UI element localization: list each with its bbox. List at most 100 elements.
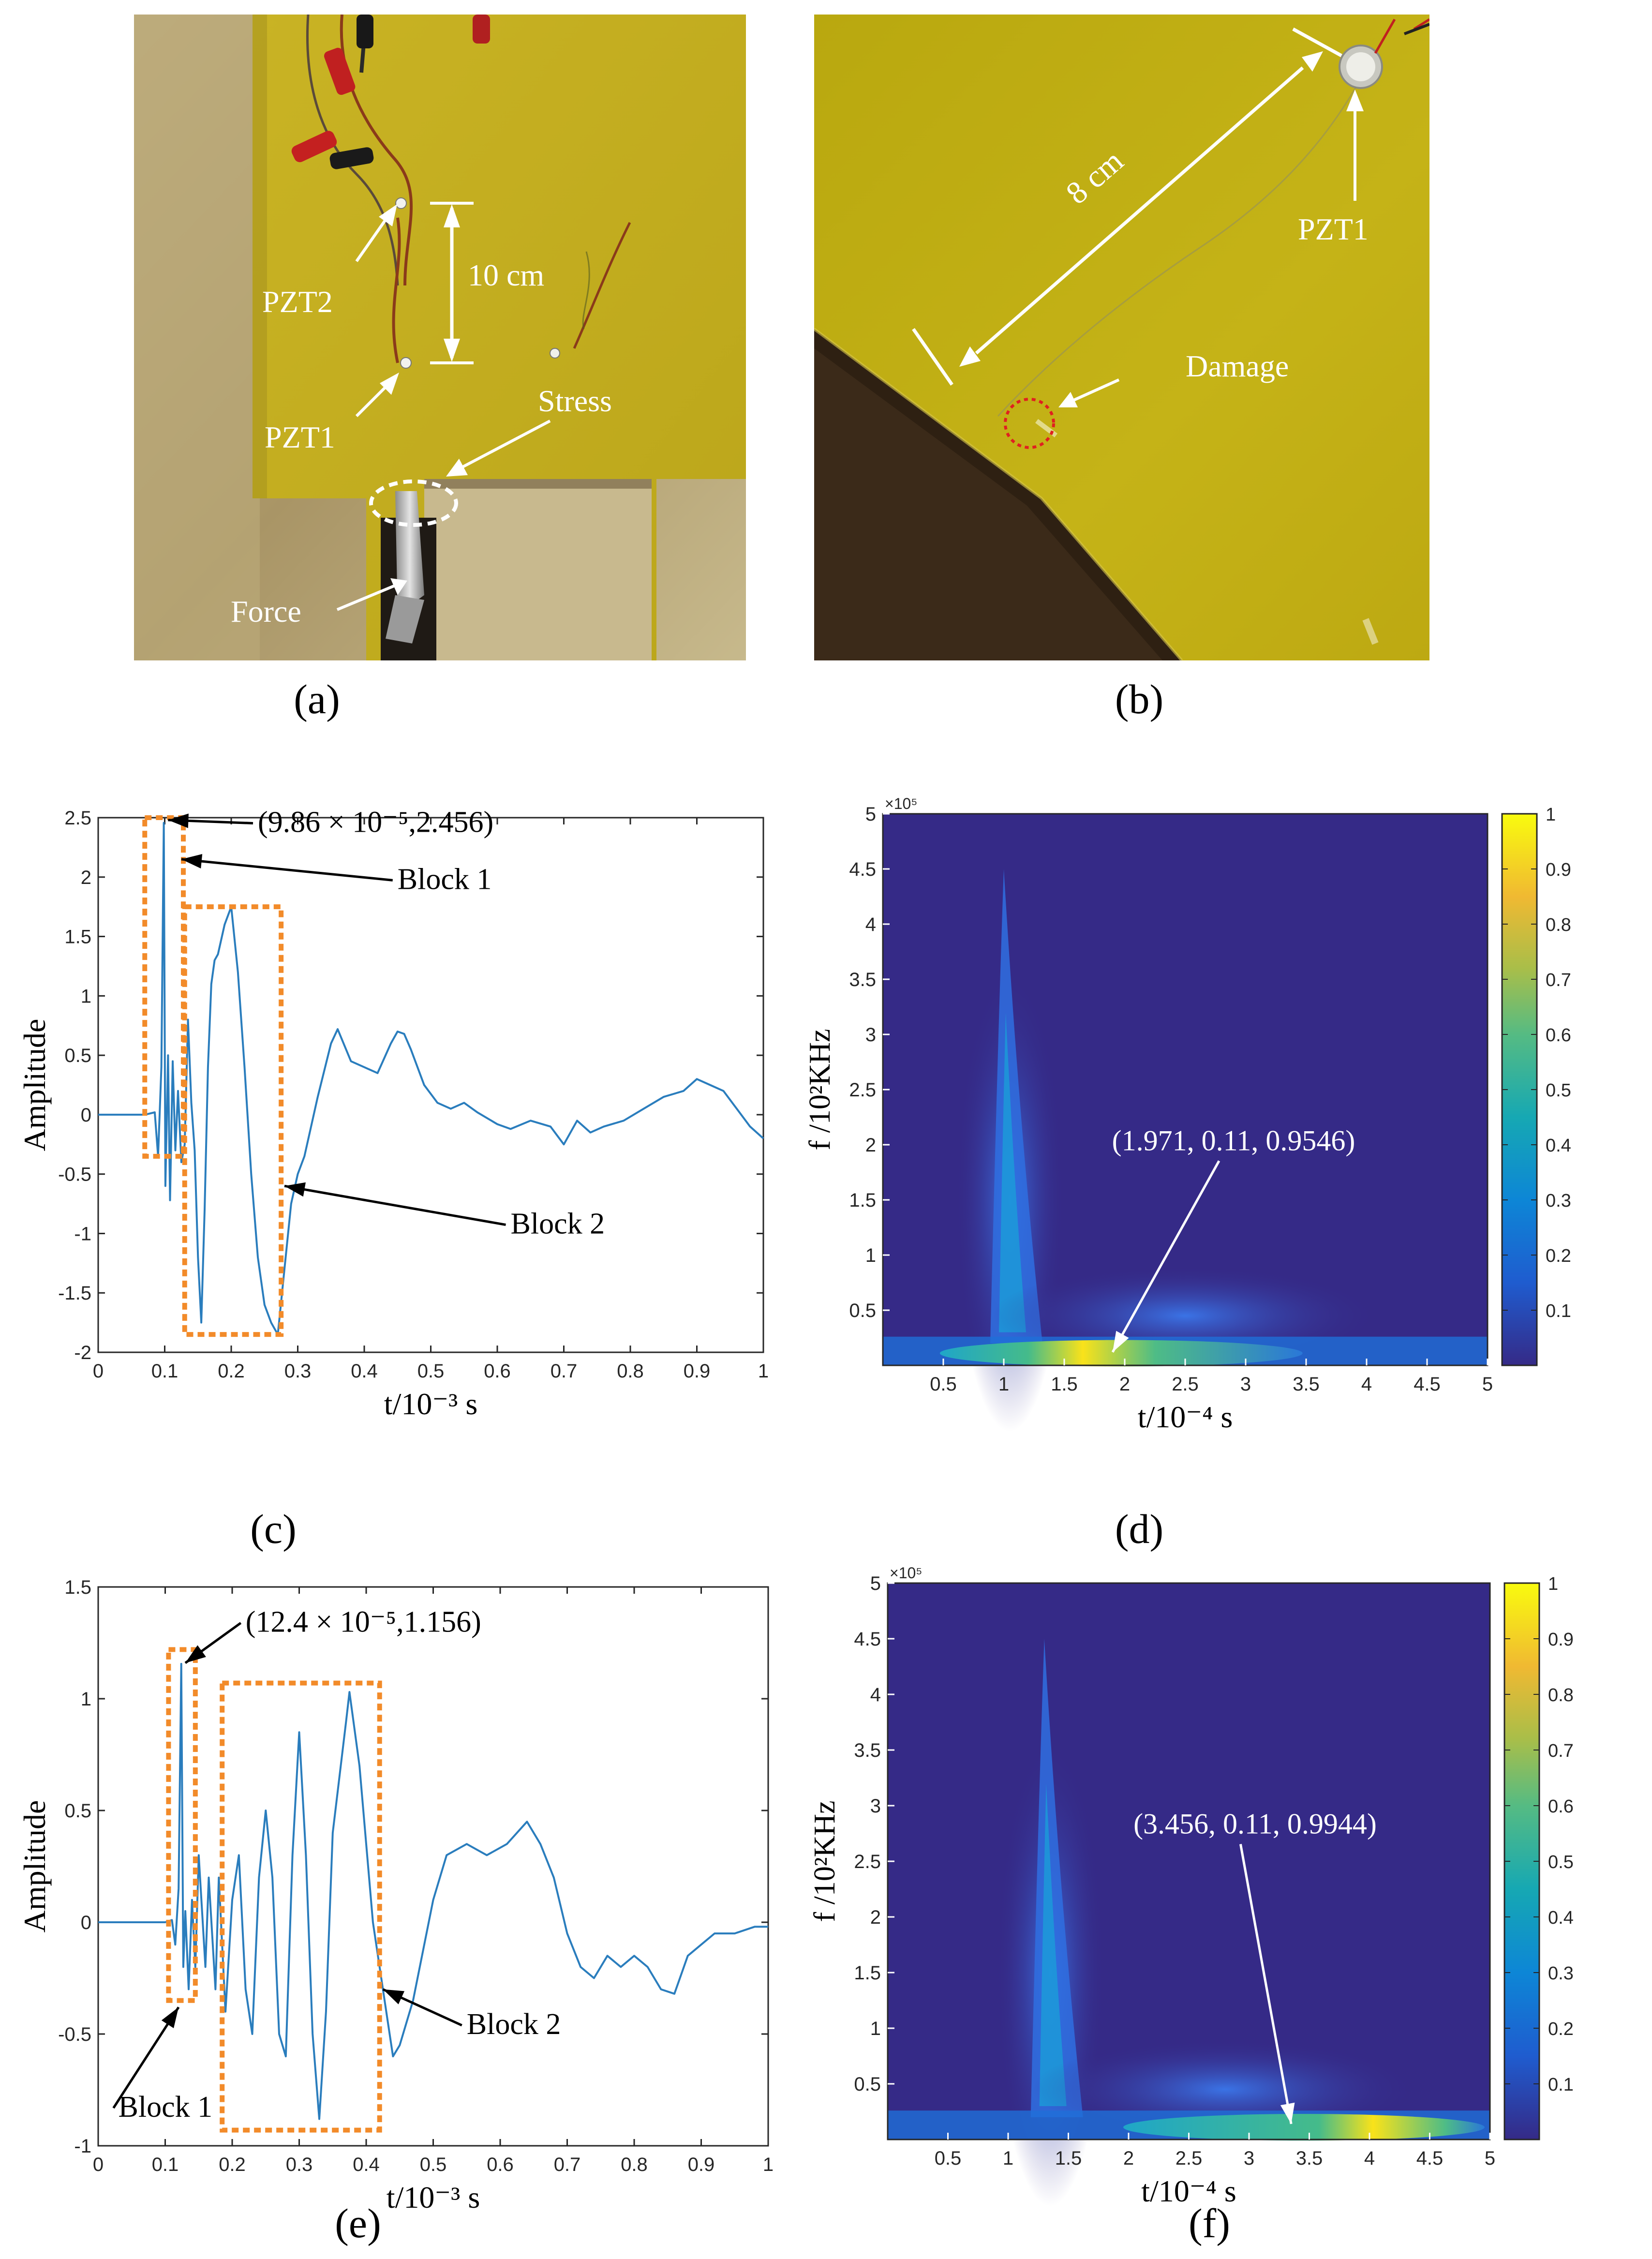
colorbar-tick-label: 0.5 <box>1546 1080 1571 1101</box>
y-tick-label: 1.5 <box>854 1962 881 1984</box>
annotation-2: Block 2 <box>511 1207 605 1240</box>
annotation-0: (9.86 × 10⁻⁵,2.456) <box>258 806 493 838</box>
pzt1-sensor <box>400 357 412 369</box>
x-tick-label: 0.5 <box>935 2148 962 2169</box>
colorbar-tick-label: 0.5 <box>1548 1852 1574 1872</box>
annotation-arrow-2-head <box>284 1182 306 1197</box>
chart-d: 0.5 1 1.5 2 2.5 3 3.5 4 4.5 5 0.5 1 1.5 2 2.5 3 3.5 4 4.5 5… <box>804 795 1571 1434</box>
x-tick-label: 0.3 <box>286 2154 313 2175</box>
force-label: Force <box>231 594 301 628</box>
y-tick-label: 2.5 <box>854 1851 881 1872</box>
peak-band <box>939 1340 1303 1367</box>
chart-e: 0 0.1 0.2 0.3 0.4 0.5 0.6 0.7 0.8 0.9 1 -1 -0.5 0 0.5 1… <box>17 1577 774 2214</box>
y-tick-label: -0.5 <box>58 2024 91 2045</box>
x-tick-label: 4 <box>1364 2148 1375 2169</box>
annotation-arrow-0 <box>1239 1844 1295 2124</box>
colorbar-tick-label: 0.4 <box>1548 1908 1574 1928</box>
y-tick-label: 3.5 <box>854 1740 881 1761</box>
y-axis-label: Amplitude <box>17 1019 52 1152</box>
y-axis-label: f /10²KHz <box>808 1800 841 1922</box>
y-tick-label: 1 <box>870 2018 881 2039</box>
x-tick-label: 0 <box>93 1361 104 1382</box>
y-tick-label: 1.5 <box>64 1577 91 1598</box>
y-exponent-label: ×10⁵ <box>890 1564 923 1582</box>
y-tick-label: 1.5 <box>64 927 91 948</box>
x-tick-label: 4 <box>1361 1374 1372 1395</box>
x-tick-label: 1.5 <box>1055 2148 1082 2169</box>
sublabel-d: (d) <box>1115 1506 1164 1552</box>
pzt1-label-a: PZT1 <box>265 420 335 454</box>
colorbar-tick-label: 0.2 <box>1546 1246 1571 1266</box>
y-tick-label: 2 <box>865 1135 876 1156</box>
block-box-1 <box>166 1647 198 2003</box>
y-tick-label: 3 <box>870 1795 881 1817</box>
x-tick-label: 0 <box>93 2154 104 2175</box>
y-axis-label: Amplitude <box>17 1800 52 1933</box>
x-tick-label: 0.2 <box>219 2154 246 2175</box>
colorbar-tick-label: 0.1 <box>1546 1301 1571 1321</box>
y-tick-label: 0 <box>81 1105 91 1126</box>
x-tick-label: 0.1 <box>152 2154 179 2175</box>
y-tick-label: 5 <box>870 1573 881 1594</box>
photo-b-drawing: 8 cm PZT1 Damage <box>814 15 1429 660</box>
colorbar-tick-label: 0.6 <box>1548 1796 1574 1817</box>
stress-marker <box>369 479 458 527</box>
annotation-arrow-1-head <box>181 854 203 869</box>
annotation-arrow-1 <box>112 2006 180 2109</box>
sublabel-f: (f) <box>1189 2200 1230 2246</box>
x-tick-label: 0.9 <box>684 1361 711 1382</box>
y-tick-label: -2 <box>74 1342 91 1363</box>
y-tick-label: -0.5 <box>58 1164 91 1185</box>
x-tick-label: 0.7 <box>554 2154 581 2175</box>
block-box-2 <box>220 1680 382 2133</box>
colorbar-tick-label: 0.7 <box>1546 970 1571 990</box>
x-tick-label: 5 <box>1482 1374 1493 1395</box>
damage-label: Damage <box>1186 349 1289 383</box>
y-tick-label: 0.5 <box>854 2074 881 2095</box>
y-exponent-label: ×10⁵ <box>885 795 918 812</box>
annotation-arrow-1 <box>181 854 393 882</box>
pzt1-label-b: PZT1 <box>1298 212 1369 246</box>
colorbar-tick-label: 0.1 <box>1548 2075 1574 2095</box>
y-tick-label: 4.5 <box>854 1629 881 1650</box>
stress-label: Stress <box>538 384 612 418</box>
annotation-arrow-1-shaft <box>181 858 393 882</box>
x-tick-label: 4.5 <box>1414 1374 1441 1395</box>
distance-label-a: 10 cm <box>468 258 544 292</box>
colorbar-tick-label: 0.3 <box>1548 1963 1574 1984</box>
colorbar-tick-label: 0.8 <box>1546 915 1571 935</box>
annotation-0: (12.4 × 10⁻⁵,1.156) <box>246 1605 481 1638</box>
x-tick-label: 0.1 <box>151 1361 179 1382</box>
x-tick-label: 1 <box>763 2154 774 2175</box>
annotation-arrow-0 <box>168 813 253 828</box>
sublabel-c: (c) <box>250 1506 297 1552</box>
plot-area-e <box>97 1586 769 2147</box>
x-tick-label: 0.3 <box>284 1361 312 1382</box>
y-tick-label: 0.5 <box>64 1045 91 1066</box>
series-line-signal <box>98 1662 768 2120</box>
y-tick-label: 2.5 <box>64 808 91 829</box>
x-tick-label: 3 <box>1244 2148 1254 2169</box>
x-tick-label: 1 <box>758 1361 769 1382</box>
sublabel-b: (b) <box>1115 676 1164 722</box>
y-tick-label: 1.5 <box>849 1190 876 1211</box>
x-tick-label: 2 <box>1123 2148 1134 2169</box>
ridge-core <box>999 1012 1026 1332</box>
sublabel-e: (e) <box>335 2200 381 2246</box>
y-axis-label: f /10²KHz <box>804 1029 836 1150</box>
photo-a: 10 cm PZT2 PZT1 Stress Force <box>134 15 746 660</box>
pzt2-label: PZT2 <box>262 284 333 319</box>
x-tick-label: 4.5 <box>1416 2148 1444 2169</box>
x-tick-label: 0.6 <box>487 2154 514 2175</box>
annotation-arrow-0-head <box>1113 1331 1129 1352</box>
annotation-arrow-0-shaft <box>1111 1160 1220 1353</box>
colorbar-tick-label: 1 <box>1546 805 1556 825</box>
annotation-arrow-0-shaft <box>1239 1844 1293 2124</box>
pzt2-sensor <box>395 197 407 209</box>
photo-b: 8 cm PZT1 Damage <box>814 15 1429 660</box>
annotation-arrow-1-head <box>161 2007 179 2028</box>
x-tick-label: 1 <box>998 1374 1009 1395</box>
damage-circle <box>1004 398 1055 449</box>
y-tick-label: 1 <box>81 1689 91 1710</box>
colorbar-tick-label: 0.8 <box>1548 1685 1574 1705</box>
